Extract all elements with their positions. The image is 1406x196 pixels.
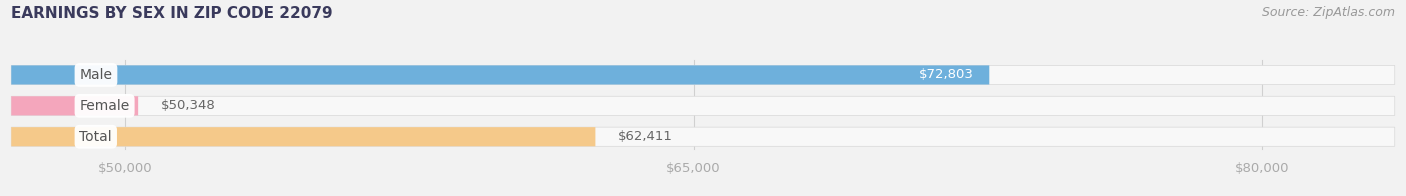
FancyBboxPatch shape (11, 127, 1395, 146)
FancyBboxPatch shape (11, 65, 1395, 84)
FancyBboxPatch shape (11, 127, 595, 146)
FancyBboxPatch shape (11, 96, 1395, 115)
FancyBboxPatch shape (11, 65, 990, 84)
Text: Source: ZipAtlas.com: Source: ZipAtlas.com (1261, 6, 1395, 19)
Text: $50,348: $50,348 (160, 99, 215, 112)
Text: EARNINGS BY SEX IN ZIP CODE 22079: EARNINGS BY SEX IN ZIP CODE 22079 (11, 6, 333, 21)
FancyBboxPatch shape (11, 96, 138, 115)
Text: Female: Female (80, 99, 129, 113)
Text: Total: Total (80, 130, 112, 144)
Text: $62,411: $62,411 (619, 130, 673, 143)
Text: Male: Male (80, 68, 112, 82)
Text: $72,803: $72,803 (920, 68, 974, 82)
